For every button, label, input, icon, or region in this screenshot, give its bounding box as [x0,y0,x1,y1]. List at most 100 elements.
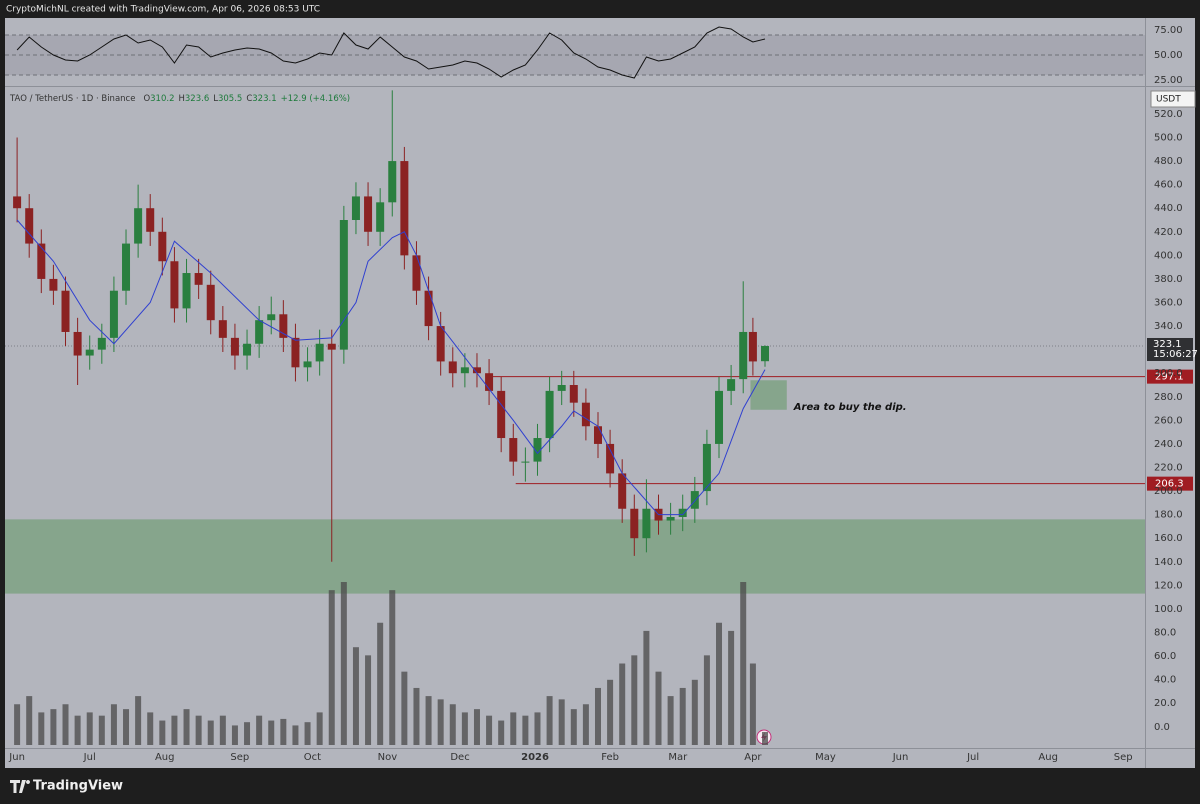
candle-body [666,517,675,521]
volume-bar [570,709,577,745]
candle-body [533,438,542,462]
candle-body [364,196,373,232]
candle-body [606,443,615,474]
candle-body [315,343,324,362]
candle-body [109,290,118,338]
y-tick-label: 0.0 [1154,722,1170,733]
x-tick-label: Feb [601,752,619,763]
x-tick-label: 2026 [521,752,549,763]
moving-average [16,219,766,516]
volume-bar [207,720,214,745]
y-tick-label: 380.0 [1154,274,1183,285]
x-tick-label: Jul [966,752,979,763]
volume-bar [740,582,747,745]
volume-bar [594,687,601,745]
candle-body [170,261,179,309]
candle-body [97,337,106,350]
volume-bar [582,704,589,745]
volume-bar [522,715,529,745]
volume-bar [268,720,275,745]
candle-body [436,326,445,362]
level-tag [1147,369,1193,384]
x-tick-label: Mar [668,752,688,763]
volume-bar [38,712,45,745]
y-tick-label: 460.0 [1154,180,1183,191]
y-tick-label: 420.0 [1154,227,1183,238]
candle-body [702,443,711,492]
x-tick-label: Aug [155,752,175,763]
y-tick-label: 300.0 [1154,368,1183,379]
legend-value: 310.2 [150,94,174,104]
candle-body [690,491,699,509]
x-tick-label: Apr [744,752,762,763]
y-tick-label: 80.0 [1154,628,1176,639]
y-tick-label: 200.0 [1154,486,1183,497]
volume-bar [643,630,650,745]
price-tag-countdown: 15:06:27 [1153,349,1198,360]
zone [750,380,787,410]
volume-bar [352,647,359,745]
volume-bar [486,715,493,745]
level-label: 206.3 [1155,479,1184,490]
candle-body [291,337,300,368]
volume-bar [510,712,517,745]
volume-bar [74,715,81,745]
y-tick-label: 120.0 [1154,580,1183,591]
candle-body [267,314,276,321]
brand: TradingView [33,779,123,794]
level-tag [1147,476,1193,491]
candle-body [327,343,336,350]
candle-body [37,243,46,279]
candle-body [230,337,239,356]
volume-bar [449,704,456,745]
candle-body [73,331,82,356]
volume-bar [328,590,335,745]
volume-bar [655,671,662,745]
y-tick-label: 500.0 [1154,133,1183,144]
volume-bar [86,712,93,745]
zone-label: Area to buy the dip. [793,402,907,413]
rsi-line [16,26,766,79]
candle-body [255,320,264,344]
candle-body [497,390,506,439]
candle-body [642,508,651,539]
candle-body [158,231,167,262]
volume-bar [14,704,21,745]
y-tick-label: 340.0 [1154,321,1183,332]
x-tick-label: Dec [450,752,469,763]
volume-bar [26,696,33,745]
volume-bar [280,718,287,745]
candle-body [545,390,554,439]
y-tick-label: 480.0 [1154,156,1183,167]
candle-body [388,161,397,203]
volume-bar [534,712,541,745]
x-tick-label: Jun [892,752,909,763]
volume-bar [703,655,710,745]
volume-bar [304,722,311,745]
legend-value: 323.1 [252,94,276,104]
candle-body [25,208,34,244]
candle-body [593,426,602,444]
y-tick-label: 440.0 [1154,203,1183,214]
volume-bar [631,655,638,745]
y-tick-label: 40.0 [1154,675,1176,686]
x-tick-label: May [815,752,836,763]
volume-bar [316,712,323,745]
y-tick-label: 400.0 [1154,250,1183,261]
candle-body [351,196,360,220]
volume-bar [365,655,372,745]
volume-bar [607,679,614,745]
candle-body [303,361,312,368]
volume-bar [401,671,408,745]
volume-bar [389,590,396,745]
candle-body [448,361,457,374]
volume-bar [256,715,263,745]
volume-bar [195,715,202,745]
candle-body [218,320,227,338]
volume-bar [413,687,420,745]
currency-button[interactable] [1150,90,1196,108]
x-tick-label: Sep [1114,752,1133,763]
rsi-tick-label: 25.00 [1154,75,1183,86]
volume-bar [231,725,238,745]
